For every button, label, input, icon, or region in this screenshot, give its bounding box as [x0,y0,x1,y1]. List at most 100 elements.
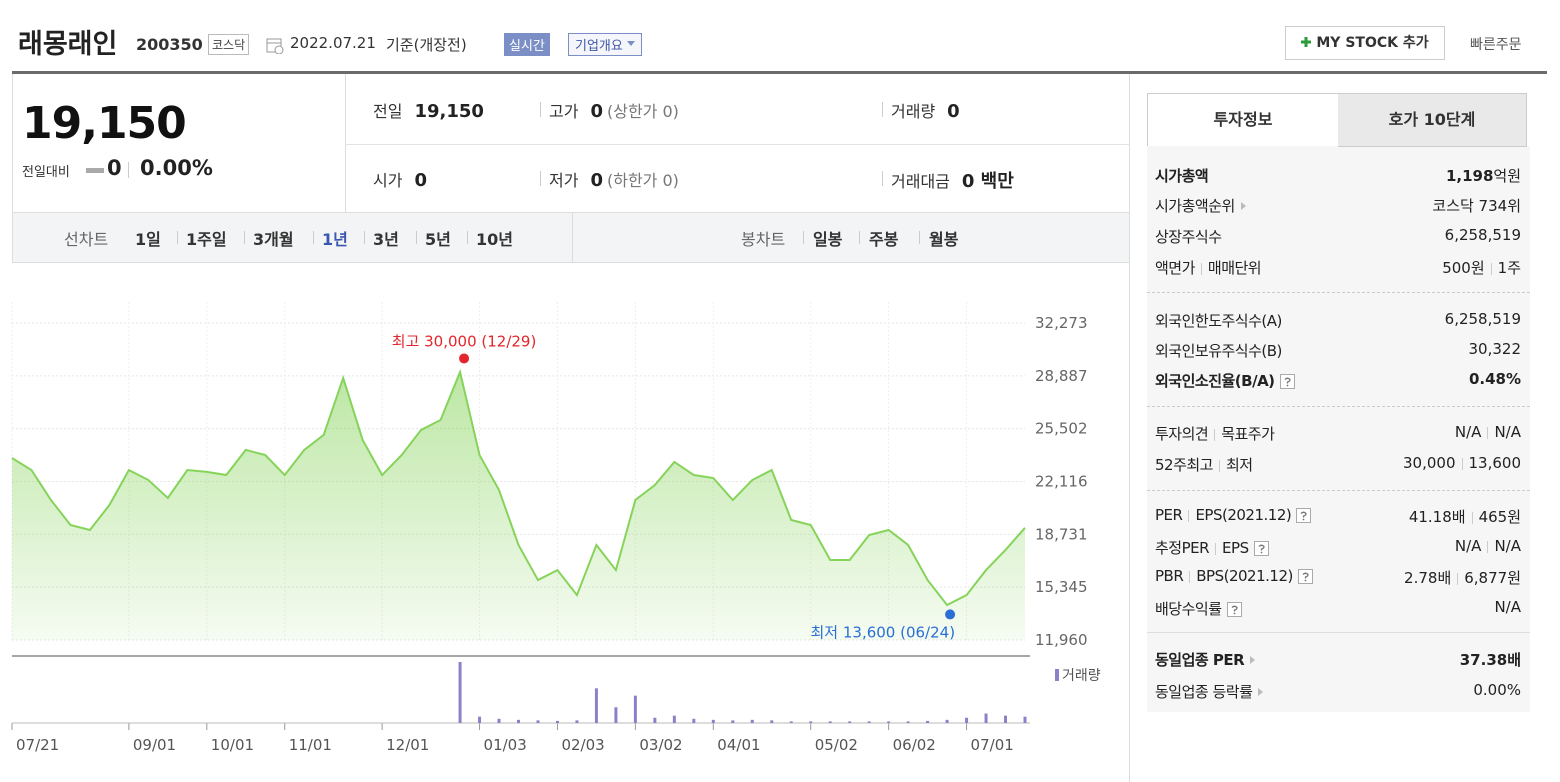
line-chart-label: 선차트 [64,230,109,249]
help-icon[interactable] [1296,507,1312,524]
caret-icon [626,41,635,46]
y-tick-label: 18,731 [1035,525,1088,543]
period-tab[interactable]: 10년 [476,230,513,249]
divider [467,231,468,244]
help-icon[interactable] [1226,601,1243,618]
volume-bar [906,721,910,723]
volume-bar [1023,716,1027,723]
realtime-button[interactable]: 실시간 [504,33,550,56]
info-label: 외국인한도주식수(A) [1155,310,1282,331]
info-label-part: 동일업종 등락률 [1155,683,1253,701]
info-value-part: 0.00% [1473,681,1521,699]
volume-bar [867,721,871,723]
x-tick-label: 10/01 [211,736,254,754]
volume-bar [828,721,832,723]
high-label: 최고 30,000 (12/29) [392,332,537,350]
separator [1461,457,1463,470]
volume-bar [945,719,949,723]
volume-bar [926,720,930,723]
overview-button[interactable]: 기업개요 [568,33,642,56]
separator [1219,459,1220,472]
x-tick-label: 11/01 [289,736,332,754]
info-value: 코스닥 734위 [1432,195,1521,216]
period-tab[interactable]: 주봉 [869,230,899,249]
help-icon[interactable] [1253,540,1270,557]
price-chart: 11,960 15,345 18,731 22,116 25,502 28,887 32,2… [11,302,1101,754]
separator [1487,426,1489,439]
x-tick-label: 09/01 [133,736,176,754]
chart-tabs-bar [12,212,1130,263]
info-label-part: 외국인한도주식수(A) [1155,312,1282,330]
info-label-part: PER [1155,506,1183,524]
price-line [11,368,1026,607]
info-label-part: 외국인보유주식수(B) [1155,342,1282,360]
info-panel [1147,146,1530,712]
section-divider [1147,632,1530,633]
info-value-part: 6,258,519 [1444,310,1521,328]
info-value-part: 500원 [1442,259,1485,277]
quote-label: 거래대금 [891,172,950,191]
info-label: 외국인보유주식수(B) [1155,340,1282,361]
info-tab[interactable]: 호가 10단계 [1338,93,1527,147]
help-icon[interactable] [1297,568,1314,585]
period-tab[interactable]: 일봉 [813,230,843,249]
divider [416,231,417,244]
info-value-part: 1주 [1497,259,1521,277]
volume-bar [887,721,891,723]
separator [1471,511,1473,524]
base-note: 기준(개장전) [386,36,467,54]
arrow-icon [1240,202,1246,210]
period-tab[interactable]: 1년 [322,230,348,249]
info-value: 0.48% [1469,370,1521,388]
info-value-part: N/A [1494,598,1521,616]
info-label-part: 52주최고 [1155,456,1214,474]
info-tab[interactable]: 투자정보 [1147,93,1339,146]
quote-label: 시가 [373,171,403,190]
quote-note: (상한가 0) [606,102,679,121]
info-value-part: 코스닥 734위 [1432,197,1521,215]
period-tab[interactable]: 5년 [425,230,451,249]
period-tab[interactable]: 3개월 [253,230,294,249]
separator [1457,572,1459,585]
info-label: 추정PER EPS [1155,537,1270,558]
my-stock-button[interactable]: MY STOCK 추가 [1285,26,1445,60]
quote-value: 0 [947,101,960,122]
info-label-part: 추정PER [1155,539,1210,557]
plus-icon [1301,37,1312,47]
divider [803,231,804,244]
quote-cell: 거래량 0 [891,98,960,122]
quote-value: 19,150 [414,101,484,122]
info-label-part: PBR [1155,567,1184,585]
x-tick-label: 04/01 [717,736,760,754]
volume-bar [731,720,735,723]
quote-note: (하한가 0) [606,171,679,190]
volume-bar [458,662,462,723]
period-tab[interactable]: 1주일 [186,230,227,249]
period-tab[interactable]: 월봉 [929,230,959,249]
volume-bar [711,719,715,723]
period-tab[interactable]: 1일 [135,230,161,249]
info-value-part: 30,322 [1468,340,1522,358]
quick-order[interactable]: 빠른주문 [1470,37,1522,53]
info-value: 6,258,519 [1445,310,1521,328]
volume-bar [633,695,637,723]
y-tick-label: 22,116 [1035,473,1088,491]
y-tick-label: 15,345 [1035,578,1088,596]
info-label: 외국인소진율(B/A) [1155,370,1296,391]
help-icon[interactable] [1279,373,1296,390]
flat-icon [86,168,104,173]
my-stock-label: MY STOCK 추가 [1316,35,1429,51]
period-tab[interactable]: 3년 [373,230,399,249]
info-value-part: N/A [1494,537,1521,555]
separator [1200,262,1202,275]
volume-bar [497,718,501,723]
volume-legend-label: 거래량 [1062,668,1101,684]
separator [1188,509,1190,522]
divider [882,102,883,117]
quote-value: 0 [590,170,603,191]
x-tick-label: 12/01 [386,736,429,754]
market-badge: 코스닥 [208,34,250,55]
info-value: 41.18배 465원 [1409,506,1521,527]
info-value: 37.38배 [1460,649,1521,670]
